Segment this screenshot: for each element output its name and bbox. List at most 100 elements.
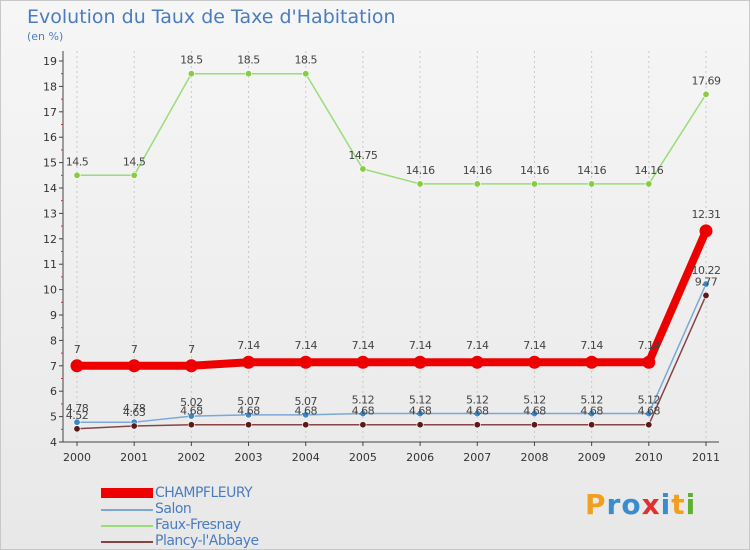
- x-tick-label: 2007: [463, 451, 491, 464]
- data-point: [645, 410, 653, 418]
- legend-item-champfleury[interactable]: CHAMPFLEURY: [101, 485, 361, 501]
- data-label: 14.16: [406, 164, 435, 177]
- data-label: 5.12: [580, 394, 603, 407]
- data-point: [416, 421, 424, 429]
- data-label: 5.12: [638, 394, 661, 407]
- data-label: 14.16: [520, 164, 549, 177]
- data-point: [356, 355, 370, 369]
- legend-item-plancy-l-abbaye[interactable]: Plancy-l'Abbaye: [101, 533, 361, 549]
- data-label: 4.52: [66, 409, 89, 422]
- y-tick-label: 10: [43, 284, 57, 297]
- data-label: 7.14: [352, 339, 375, 352]
- data-label: 12.31: [692, 208, 721, 221]
- proxiti-logo: Proxiti: [585, 488, 696, 521]
- y-tick-label: 15: [43, 157, 57, 170]
- data-label: 5.12: [352, 394, 375, 407]
- legend-label: CHAMPFLEURY: [155, 485, 253, 501]
- x-tick-label: 2005: [349, 451, 377, 464]
- data-point: [359, 410, 367, 418]
- data-label: 7.14: [294, 339, 317, 352]
- data-label: 4.68: [523, 405, 546, 418]
- data-label: 7.14: [409, 339, 432, 352]
- data-label: 4.68: [352, 405, 375, 418]
- series-line: [76, 295, 707, 430]
- data-label: 5.12: [466, 394, 489, 407]
- chart-title: Evolution du Taux de Taxe d'Habitation: [27, 6, 396, 28]
- chart-unit-label: (en %): [27, 30, 64, 43]
- logo-letter: o: [621, 488, 642, 521]
- data-point: [645, 421, 653, 429]
- data-label: 5.07: [294, 395, 317, 408]
- data-point: [702, 90, 710, 98]
- data-point: [645, 180, 653, 188]
- y-tick-label: 16: [43, 131, 57, 144]
- data-label: 14.75: [348, 149, 377, 162]
- data-point: [416, 410, 424, 418]
- data-label: 4.68: [638, 405, 661, 418]
- data-point: [470, 355, 484, 369]
- data-point: [527, 355, 541, 369]
- legend-label: Salon: [155, 501, 192, 517]
- data-label: 5.02: [180, 396, 203, 409]
- data-point: [359, 165, 367, 173]
- chart-grid: [76, 51, 707, 442]
- data-label: 4.78: [66, 402, 89, 415]
- data-label: 5.12: [523, 394, 546, 407]
- data-label: 7.14: [580, 339, 603, 352]
- data-point: [413, 355, 427, 369]
- logo-letter: i: [660, 488, 672, 521]
- data-label: 4.68: [180, 405, 203, 418]
- x-tick-label: 2011: [692, 451, 720, 464]
- series-line: [77, 283, 707, 423]
- data-label: 14.16: [634, 164, 663, 177]
- y-tick-label: 19: [43, 55, 57, 68]
- data-point: [73, 425, 81, 433]
- data-label: 4.68: [237, 405, 260, 418]
- legend-swatch: [101, 541, 153, 543]
- y-tick-label: 17: [43, 106, 57, 119]
- data-label: 9.77: [695, 275, 718, 288]
- x-tick-label: 2006: [406, 451, 434, 464]
- data-point: [702, 280, 710, 288]
- data-label: 4.63: [123, 406, 146, 419]
- data-label: 18.5: [237, 54, 260, 67]
- data-point: [588, 421, 596, 429]
- logo-letter: t: [671, 488, 686, 521]
- chart-axes: 4 5 6 7 8 9 10 11 12 13 14 15 16 17 18 19 2000 2001 2002 20…: [43, 51, 720, 464]
- x-tick-label: 2009: [578, 451, 606, 464]
- data-label: 17.69: [692, 74, 721, 87]
- data-point: [127, 359, 141, 373]
- data-point: [302, 70, 310, 78]
- logo-letter: x: [641, 488, 661, 521]
- data-point: [530, 180, 538, 188]
- data-point: [642, 355, 656, 369]
- data-label: 18.5: [180, 54, 203, 67]
- data-point: [699, 224, 713, 238]
- data-label: 14.5: [66, 155, 89, 168]
- data-point: [473, 410, 481, 418]
- legend-swatch: [101, 509, 153, 511]
- data-point: [416, 180, 424, 188]
- data-point: [302, 421, 310, 429]
- legend-label: Plancy-l'Abbaye: [155, 533, 259, 549]
- y-tick-label: 6: [50, 385, 57, 398]
- data-point: [359, 421, 367, 429]
- data-label: 5.07: [237, 395, 260, 408]
- data-label: 7.14: [237, 339, 260, 352]
- data-label: 18.5: [294, 54, 317, 67]
- data-point: [184, 359, 198, 373]
- data-point: [530, 421, 538, 429]
- logo-letter: i: [685, 488, 697, 521]
- data-point: [245, 421, 253, 429]
- series-line: [77, 229, 710, 370]
- data-label: 14.16: [577, 164, 606, 177]
- data-point: [585, 355, 599, 369]
- data-label: 7: [131, 343, 138, 356]
- chart-legend: CHAMPFLEURY Salon Faux-Fresnay Plancy-l'…: [101, 485, 361, 549]
- data-point: [473, 180, 481, 188]
- legend-item-faux-fresnay[interactable]: Faux-Fresnay: [101, 517, 361, 533]
- chart-value-labels: 14.5 14.5 18.5 18.5 18.5 14.75 14.16 14.16 14.16…: [66, 54, 722, 422]
- legend-item-salon[interactable]: Salon: [101, 501, 361, 517]
- y-tick-label: 7: [50, 360, 57, 373]
